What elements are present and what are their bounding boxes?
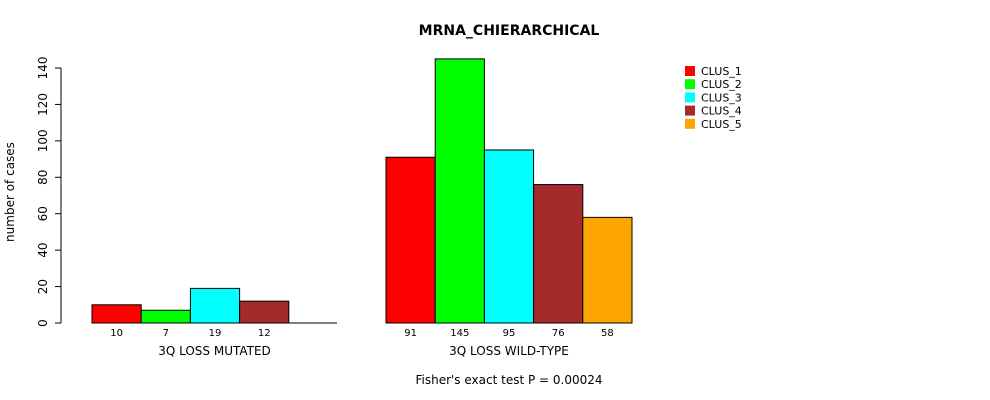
bar-value-label: 19 [209, 328, 222, 339]
legend-swatch [685, 79, 695, 90]
bar [385, 156, 436, 324]
bar [239, 300, 290, 324]
legend-swatch [685, 66, 695, 76]
bar-value-label: 95 [503, 328, 516, 339]
legend-label: CLUS_3 [701, 91, 742, 104]
group-label: 3Q LOSS MUTATED [158, 344, 271, 358]
bar [582, 216, 633, 324]
legend-item: CLUS_3 [685, 91, 742, 104]
y-tick-label: 100 [36, 129, 50, 152]
legend-swatch [685, 105, 695, 116]
bar [91, 304, 142, 324]
bar-value-label: 145 [450, 328, 469, 339]
y-tick-label: 60 [36, 206, 50, 221]
y-tick-label: 20 [36, 279, 50, 294]
bar [140, 309, 191, 324]
bar [483, 149, 535, 324]
bar-group: 91 145 95 76 58 3Q LOSS WILD-TYPE [385, 58, 633, 358]
legend-swatch [685, 118, 695, 129]
legend-label: CLUS_4 [701, 105, 742, 118]
bar-value-label: 91 [404, 328, 417, 339]
y-tick-label: 140 [36, 57, 50, 80]
legend-item: CLUS_5 [685, 118, 742, 131]
bar [533, 184, 584, 324]
legend-label: CLUS_2 [701, 78, 742, 91]
footer-note: Fisher's exact test P = 0.00024 [415, 373, 602, 387]
bar-value-label: 12 [258, 328, 271, 339]
legend-item: CLUS_1 [685, 65, 742, 78]
bar-value-label: 7 [163, 328, 169, 339]
group-label: 3Q LOSS WILD-TYPE [449, 344, 569, 358]
legend-label: CLUS_1 [701, 65, 742, 78]
bar-value-label: 10 [110, 328, 123, 339]
y-tick-label: 120 [36, 93, 50, 116]
bar-groups: 10 7 19 12 3Q LOSS MUTATED 91 145 95 76 58 3Q LOSS… [91, 58, 633, 358]
y-axis: 0 20 40 60 80 100 120 140 [36, 57, 62, 327]
legend-item: CLUS_2 [685, 78, 742, 91]
y-axis-label: number of cases [3, 142, 17, 242]
legend-item: CLUS_4 [685, 105, 742, 118]
bar [434, 58, 485, 324]
bar-group: 10 7 19 12 3Q LOSS MUTATED [91, 287, 337, 358]
legend-swatch [685, 92, 695, 103]
y-tick-label: 40 [36, 243, 50, 258]
legend-label: CLUS_5 [701, 118, 742, 131]
y-tick-label: 0 [36, 319, 50, 327]
bar-value-label: 58 [601, 328, 614, 339]
bar [189, 287, 241, 324]
bar-value-label: 76 [552, 328, 565, 339]
chart-title: MRNA_CHIERARCHICAL [419, 23, 600, 39]
y-tick-label: 80 [36, 170, 50, 185]
